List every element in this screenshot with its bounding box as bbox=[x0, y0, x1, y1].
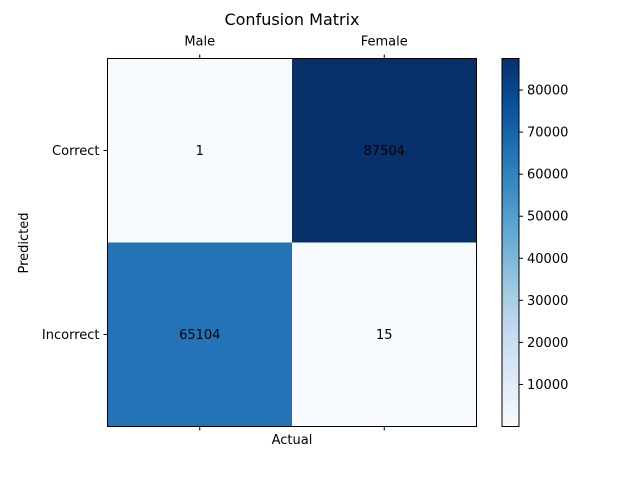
colorbar-tick-label: 40000 bbox=[527, 252, 568, 267]
matrix-cell bbox=[107, 58, 292, 243]
y-tick-label: Correct bbox=[52, 144, 99, 159]
cell-value-label: 65104 bbox=[179, 328, 220, 343]
x-tick-label: Male bbox=[184, 35, 215, 50]
y-tick-label: Incorrect bbox=[42, 328, 100, 343]
cell-value-label: 87504 bbox=[364, 144, 405, 159]
y-axis-label: Predicted bbox=[17, 212, 32, 273]
colorbar-ticks: 10000 20000 30000 40000 50000 60000 70000 80000 bbox=[519, 84, 568, 393]
colorbar-tick-label: 20000 bbox=[527, 336, 568, 351]
colorbar-tick-label: 60000 bbox=[527, 168, 568, 183]
cell-value-label: 15 bbox=[376, 328, 393, 343]
x-tick-label: Female bbox=[361, 35, 408, 50]
colorbar-tick-label: 70000 bbox=[527, 126, 568, 141]
x-tick-labels: Male Female bbox=[184, 35, 408, 431]
cell-value-label: 1 bbox=[196, 144, 204, 159]
chart-title: Confusion Matrix bbox=[224, 10, 359, 29]
y-tick-labels: Correct Incorrect bbox=[42, 144, 108, 343]
colorbar-tick-label: 50000 bbox=[527, 210, 568, 225]
x-axis-label: Actual bbox=[272, 433, 313, 448]
plot-frame bbox=[107, 58, 477, 427]
colorbar-tick-label: 80000 bbox=[527, 84, 568, 99]
matrix-cell bbox=[107, 242, 292, 427]
cell-labels: 1 87504 65104 15 bbox=[179, 144, 405, 343]
matrix-cells bbox=[107, 58, 477, 427]
matrix-cell bbox=[292, 58, 477, 243]
colorbar-tick-label: 30000 bbox=[527, 294, 568, 309]
colorbar bbox=[501, 58, 520, 427]
matrix-cell bbox=[292, 242, 477, 427]
colorbar-tick-label: 10000 bbox=[527, 378, 568, 393]
